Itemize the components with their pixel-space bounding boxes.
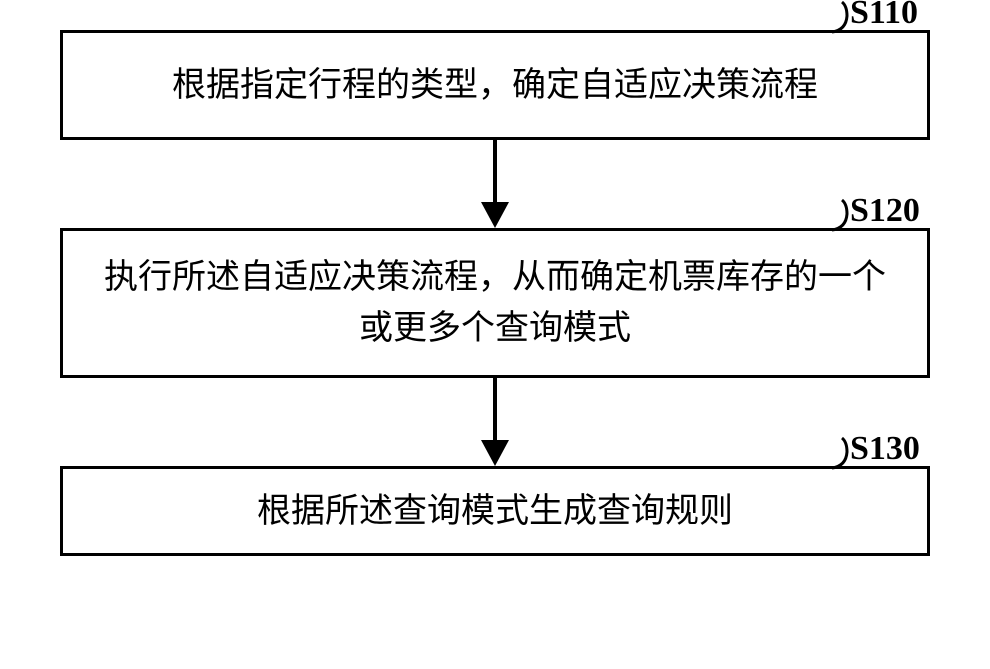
- step-label-s120: S120: [828, 192, 920, 230]
- flowchart-arrow: [50, 140, 940, 228]
- step-label-s130: S130: [828, 430, 920, 468]
- flowchart-box-text: 根据所述查询模式生成查询规则: [257, 486, 733, 537]
- flowchart-container: S110 根据指定行程的类型，确定自适应决策流程 S120 执行所述自适应决策流…: [50, 30, 940, 556]
- label-curve-icon: [828, 434, 852, 468]
- flowchart-box: 执行所述自适应决策流程，从而确定机票库存的一个或更多个查询模式: [60, 228, 930, 378]
- label-curve-icon: [828, 196, 852, 230]
- flowchart-box-text: 根据指定行程的类型，确定自适应决策流程: [172, 60, 818, 111]
- step-label-text: S110: [850, 0, 918, 31]
- flowchart-box: 根据所述查询模式生成查询规则: [60, 466, 930, 556]
- step-label-text: S120: [850, 192, 920, 229]
- label-curve-icon: [828, 0, 852, 32]
- flowchart-arrow: [50, 378, 940, 466]
- flowchart-box-text: 执行所述自适应决策流程，从而确定机票库存的一个或更多个查询模式: [93, 252, 897, 354]
- flowchart-box: 根据指定行程的类型，确定自适应决策流程: [60, 30, 930, 140]
- step-s120: S120 执行所述自适应决策流程，从而确定机票库存的一个或更多个查询模式: [50, 228, 940, 378]
- step-s110: S110 根据指定行程的类型，确定自适应决策流程: [50, 30, 940, 140]
- step-s130: S130 根据所述查询模式生成查询规则: [50, 466, 940, 556]
- step-label-text: S130: [850, 430, 920, 467]
- step-label-s110: S110: [828, 0, 918, 32]
